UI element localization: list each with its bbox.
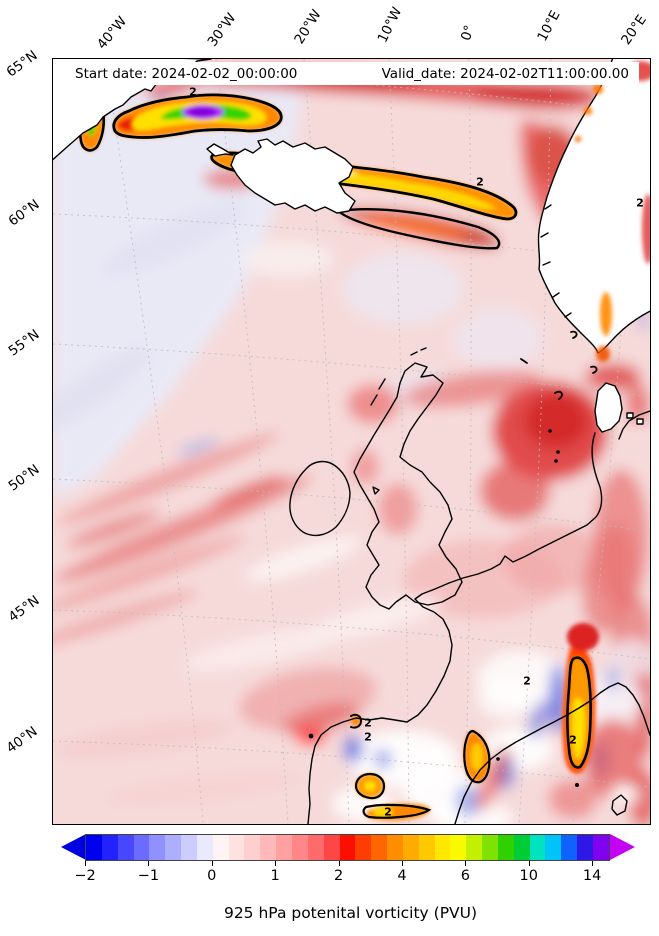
colorbar-cell [561, 835, 578, 860]
colorbar-tick-label: 1 [270, 868, 280, 884]
contour-value-label: 2 [364, 716, 372, 730]
colorbar-cell [212, 835, 229, 860]
colorbar-cell [117, 835, 134, 860]
colorbar-cell [244, 835, 261, 860]
axis-top-label: 40°W [93, 13, 131, 53]
colorbar-tick-label: 10 [519, 868, 538, 884]
axis-left-label: 55°N [5, 326, 43, 360]
colorbar-cell [165, 835, 182, 860]
colorbar-tick-label: 0 [207, 868, 217, 884]
colorbar-cell [355, 835, 372, 860]
colorbar-tickmark [401, 861, 403, 866]
contour-dots [308, 429, 579, 787]
colorbar-cell [466, 835, 483, 860]
contour-value-label: 2 [189, 85, 197, 99]
axis-top-label: 10°W [374, 4, 406, 46]
colorbar-tick-label: −2 [74, 868, 96, 884]
isle-of-man [372, 486, 380, 495]
colorbar-tickmark [211, 861, 213, 866]
axis-left-label: 40°N [3, 723, 41, 757]
norway-sweden-coast [537, 59, 650, 354]
colorbar-cell [545, 835, 562, 860]
colorbar-tickmark [528, 861, 530, 866]
iceland-westfjords [206, 143, 234, 157]
colorbar-cell [482, 835, 498, 860]
high-pv-bands [78, 93, 647, 821]
colorbar-tick-label: 4 [397, 868, 407, 884]
colorbar-tick-label: −1 [137, 868, 160, 884]
colorbar-cell [276, 835, 292, 860]
colorbar-cell [149, 835, 166, 860]
colorbar-cell [339, 835, 356, 860]
pv-map-svg [53, 59, 650, 824]
axis-top-label: 20°E [618, 12, 650, 48]
axis-top-label: 10°E [534, 7, 564, 45]
axis-top-label: 20°W [291, 6, 325, 48]
colorbar-tick-label: 2 [333, 868, 344, 884]
colorbar-cell [450, 835, 467, 860]
colorbar-cell [434, 835, 451, 860]
colorbar-tick-label: 14 [582, 868, 602, 884]
colorbar-cell [387, 835, 403, 860]
colorbar-cell [133, 835, 150, 860]
colorbar-cell [86, 835, 102, 860]
coastlines [289, 204, 650, 824]
colorbar-over-arrow [610, 834, 635, 860]
colorbar-tickmark [148, 861, 150, 866]
colorbar-cell [402, 835, 419, 860]
colorbar-ticks: −2 −1 0 1 2 4 6 10 14 [74, 861, 608, 891]
colorbar-cell [323, 835, 340, 860]
colorbar-under-arrow [61, 834, 86, 860]
axis-left-label: 45°N [5, 592, 43, 626]
colorbar-cell [497, 835, 514, 860]
contour-value-label: 2 [384, 805, 392, 819]
colorbar-cell [101, 835, 118, 860]
corsica-coast [611, 794, 628, 816]
axis-left-label: 65°N [3, 47, 41, 81]
colorbar-tickmark [592, 861, 594, 866]
title-box: Start date: 2024-02-02_00:00:00 Valid_da… [61, 62, 639, 85]
great-britain-coast [353, 362, 463, 610]
mediterranean-coast [454, 682, 650, 824]
colorbar-cell [577, 835, 593, 860]
start-date-text: Start date: 2024-02-02_00:00:00 [75, 65, 298, 82]
colorbar-cell [260, 835, 277, 860]
denmark-coast [594, 382, 623, 433]
colorbar-cell [181, 835, 197, 860]
contour-value-label: 2 [523, 674, 531, 688]
colorbar-cell [529, 835, 546, 860]
hebrides [370, 347, 427, 406]
colorbar-cell [291, 835, 308, 860]
colorbar-cell [371, 835, 388, 860]
axis-top-label: 30°W [204, 10, 240, 50]
contour-value-label: 2 [569, 733, 577, 747]
map-plot-area: Start date: 2024-02-02_00:00:00 Valid_da… [52, 58, 651, 825]
axis-top-label: 0° [458, 23, 478, 43]
colorbar-cell [593, 835, 609, 860]
contour-value-label: 2 [476, 175, 484, 189]
norway-fjords [540, 204, 572, 318]
contour-value-label: 2 [364, 730, 372, 744]
colorbar-cell [418, 835, 435, 860]
colorbar-tickmark [85, 861, 86, 866]
colorbar-cell [307, 835, 324, 860]
colorbar-tick-label: 6 [460, 868, 470, 884]
valid-date-text: Valid_date: 2024-02-02T11:00:00.00 [381, 65, 629, 82]
ireland-coast [289, 460, 351, 537]
colorbar-tickmark [465, 861, 467, 866]
colorbar-cells [85, 834, 610, 861]
colorbar-cell [228, 835, 245, 860]
iceland-coast [230, 138, 356, 214]
colorbar-cell [513, 835, 530, 860]
colorbar-tickmark [338, 861, 340, 866]
continental-coast [307, 432, 603, 824]
colorbar-cell [196, 835, 213, 860]
colorbar-tickmark [275, 861, 277, 866]
axis-left-label: 50°N [5, 461, 43, 495]
axis-left-label: 60°N [5, 196, 43, 230]
baltic-coast [618, 410, 650, 440]
colorbar-caption: 925 hPa potenital vorticity (PVU) [223, 904, 478, 922]
contour-value-label: 2 [636, 196, 644, 210]
